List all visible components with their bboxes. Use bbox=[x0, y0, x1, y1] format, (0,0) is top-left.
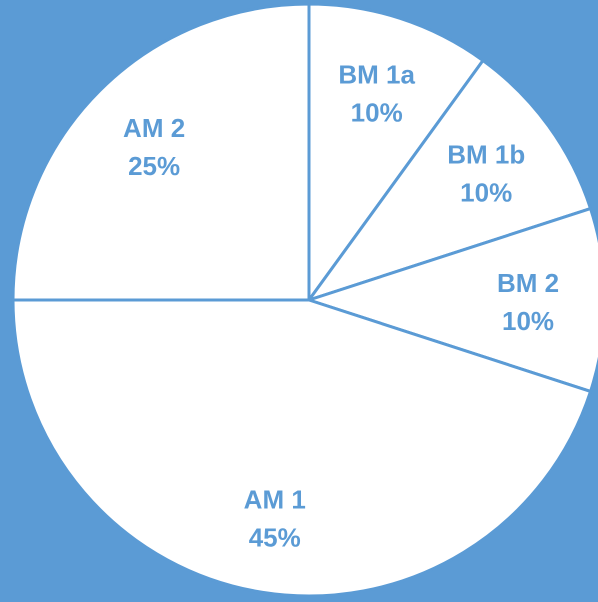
data-label-bm-1b: BM 1b 10% bbox=[447, 139, 525, 207]
slice-percent-bm-1a: 10% bbox=[351, 98, 403, 128]
pie-slice-bm-2 bbox=[307, 207, 598, 393]
slice-name-am-1: AM 1 bbox=[244, 484, 306, 514]
slice-name-am-2: AM 2 bbox=[123, 113, 185, 143]
data-label-am-2: AM 2 25% bbox=[123, 113, 185, 181]
data-label-am-1: AM 1 45% bbox=[244, 484, 306, 552]
slice-name-bm-1b: BM 1b bbox=[447, 139, 525, 169]
pie-slice-am-1 bbox=[11, 298, 593, 598]
slice-percent-am-1: 45% bbox=[249, 522, 301, 552]
slice-name-bm-2: BM 2 bbox=[497, 268, 559, 298]
slice-percent-bm-1b: 10% bbox=[460, 177, 512, 207]
data-label-bm-1a: BM 1a 10% bbox=[338, 60, 415, 128]
slices-layer bbox=[11, 2, 598, 598]
pie-slice-bm-1b bbox=[307, 59, 593, 302]
data-label-bm-2: BM 2 10% bbox=[497, 268, 559, 336]
pie-slice-bm-1a bbox=[307, 2, 485, 302]
slice-name-bm-1a: BM 1a bbox=[338, 60, 415, 90]
slice-percent-bm-2: 10% bbox=[502, 306, 554, 336]
pie-slice-am-2 bbox=[11, 2, 311, 302]
slice-percent-am-2: 25% bbox=[128, 151, 180, 181]
labels-layer: BM 1a 10% BM 1b 10% BM 2 10% AM 1 45% AM 2 25% bbox=[123, 60, 559, 553]
